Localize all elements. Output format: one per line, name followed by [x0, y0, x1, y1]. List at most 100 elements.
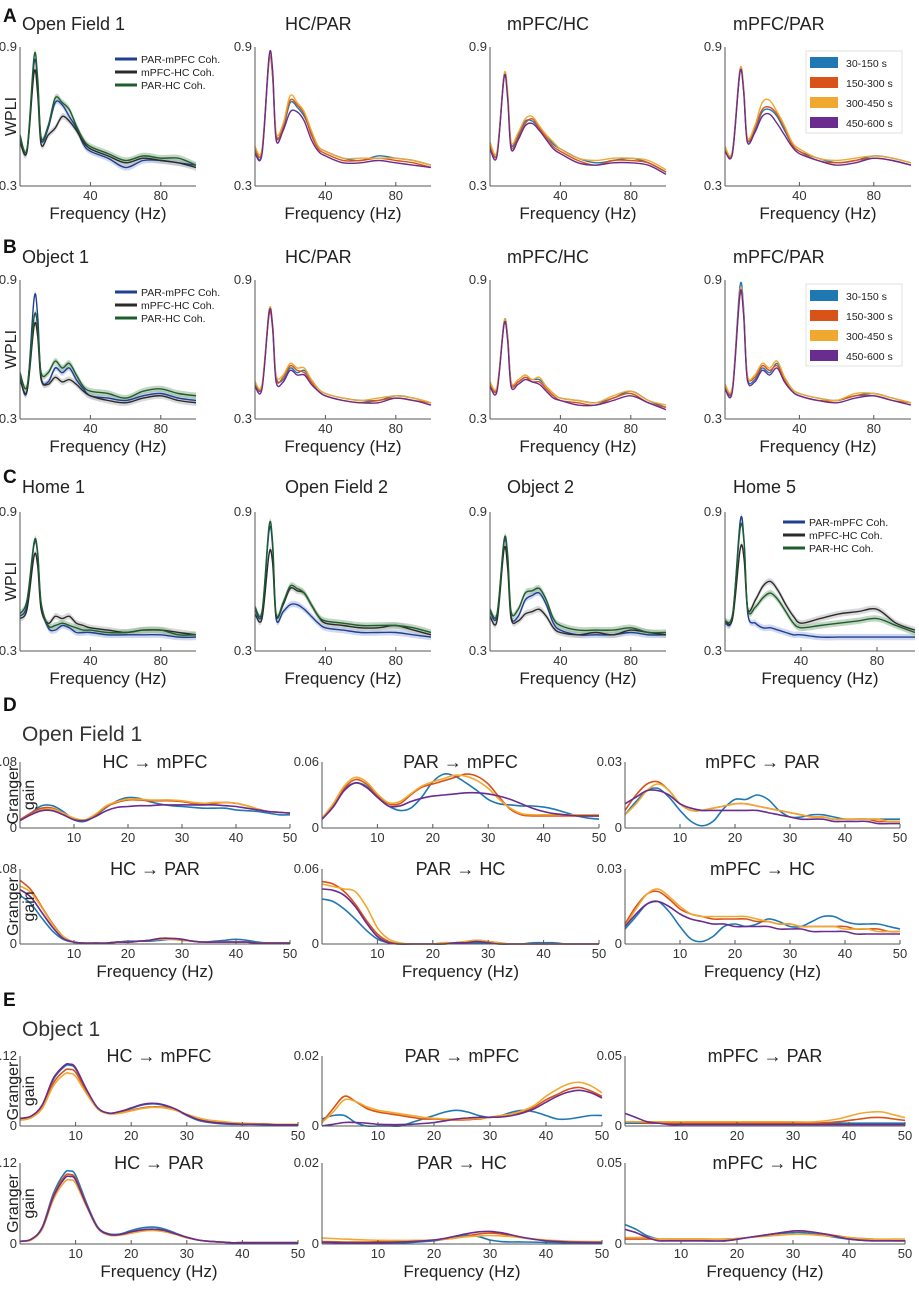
x-tick-label: 40 — [838, 830, 852, 845]
x-tick-label: 20 — [426, 946, 440, 961]
y-tick-label: 0 — [312, 1118, 319, 1133]
chart-title: mPFC → HC — [710, 859, 815, 879]
series-line — [19, 1175, 298, 1244]
y-axis-label: WPLI — [3, 330, 20, 369]
x-tick-label: 40 — [553, 653, 567, 668]
series-line — [254, 52, 432, 166]
y-tick-label: 0.9 — [234, 39, 252, 54]
legend-swatch — [810, 310, 838, 321]
x-tick-label: 40 — [842, 1246, 856, 1261]
y-tick-label: 0 — [10, 820, 17, 835]
chart-title: Home 1 — [22, 477, 85, 497]
chart-e2: PAR → mPFC 10 20 30 40 50 0 0.02 — [294, 1046, 610, 1143]
legend-swatch — [810, 117, 838, 128]
series-line — [254, 310, 432, 404]
x-tick-label: 30 — [175, 946, 189, 961]
series-line — [624, 888, 900, 933]
x-tick-label: 20 — [121, 946, 135, 961]
series-line — [254, 520, 432, 634]
series-line — [19, 1072, 298, 1126]
series-line — [321, 773, 600, 820]
series-line — [724, 290, 912, 404]
x-tick-label: 80 — [154, 188, 168, 203]
x-tick-label: 30 — [175, 830, 189, 845]
x-tick-label: 50 — [592, 830, 606, 845]
x-axis-label: Frequency (Hz) — [759, 437, 876, 456]
x-tick-label: 40 — [792, 421, 806, 436]
y-tick-label: 0.9 — [704, 272, 722, 287]
x-tick-label: 20 — [124, 1128, 138, 1143]
chart-d2: PAR → mPFC 10 20 30 40 50 0 0.06 — [294, 752, 607, 845]
chart-b3: mPFC/HC 40 80 0.3 0.9 Frequency (Hz) — [469, 247, 667, 456]
chart-title: HC → PAR — [110, 859, 200, 879]
x-tick-label: 40 — [235, 1246, 249, 1261]
legend-label: PAR-HC Coh. — [809, 543, 874, 555]
x-tick-label: 50 — [898, 1128, 912, 1143]
x-tick-label: 20 — [427, 1246, 441, 1261]
error-band — [20, 49, 196, 169]
chart-b4: mPFC/PAR 40 80 0.3 0.9 Frequency (Hz) 30-150 s… — [704, 247, 912, 456]
y-tick-label: 0.3 — [704, 411, 722, 426]
x-axis-label: Frequency (Hz) — [519, 204, 636, 223]
series-line — [254, 53, 432, 169]
y-axis-label-line: gain — [21, 1188, 38, 1218]
x-tick-label: 10 — [67, 946, 81, 961]
y-tick-label: 0 — [615, 1118, 622, 1133]
series-line — [625, 1110, 906, 1123]
x-tick-label: 20 — [728, 946, 742, 961]
series-line — [321, 880, 599, 945]
legend-label: mPFC-HC Coh. — [809, 530, 883, 542]
legend-label: mPFC-HC Coh. — [141, 300, 215, 312]
x-axis-label: Frequency (Hz) — [402, 962, 519, 981]
y-tick-label: 0 — [312, 1236, 319, 1251]
y-tick-label: 0.03 — [597, 861, 622, 876]
x-tick-label: 80 — [867, 188, 881, 203]
y-tick-label: 0.3 — [234, 643, 252, 658]
chart-title: Open Field 2 — [285, 477, 388, 497]
series-line — [624, 1228, 905, 1242]
chart-title: Object 2 — [507, 477, 574, 497]
y-tick-label: 0.9 — [469, 39, 487, 54]
y-tick-label: 0.9 — [469, 272, 487, 287]
chart-title: mPFC → HC — [713, 1153, 818, 1173]
x-tick-label: 40 — [318, 188, 332, 203]
x-tick-label: 40 — [842, 1128, 856, 1143]
x-tick-label: 80 — [389, 653, 403, 668]
series-line — [254, 55, 432, 166]
series-line — [489, 70, 667, 171]
y-tick-label: 0 — [615, 820, 622, 835]
series-line — [19, 69, 197, 169]
legend-label: 450-600 s — [846, 118, 893, 130]
chart-a1: Open Field 1 40 80 0.3 0.9 Frequency (Hz) WPLI… — [0, 14, 220, 223]
y-tick-label: 0.02 — [294, 1048, 319, 1063]
chart-b1: Object 1 40 80 0.3 0.9 Frequency (Hz) WPLI PAR-… — [0, 247, 220, 456]
y-tick-label: 0.03 — [597, 754, 622, 769]
x-tick-label: 40 — [553, 421, 567, 436]
series-line — [321, 1081, 603, 1124]
y-tick-label: 0 — [312, 820, 319, 835]
series-line — [489, 535, 667, 634]
legend-label: PAR-mPFC Coh. — [141, 287, 220, 299]
chart-c4: Home 5 40 80 0.3 0.9 Frequency (Hz) PAR-mPFC C… — [704, 477, 916, 688]
x-tick-label: 20 — [427, 1128, 441, 1143]
chart-a3: mPFC/HC 40 80 0.3 0.9 Frequency (Hz) — [469, 14, 667, 223]
x-axis-label: Frequency (Hz) — [403, 1262, 520, 1281]
series-line — [624, 789, 900, 825]
x-axis-label: Frequency (Hz) — [706, 1262, 823, 1281]
x-tick-label: 20 — [730, 1128, 744, 1143]
chart-title: mPFC → PAR — [705, 752, 820, 772]
y-tick-label: 0 — [312, 936, 319, 951]
x-axis-label: Frequency (Hz) — [284, 669, 401, 688]
legend-label: PAR-HC Coh. — [141, 313, 206, 325]
panel-letter-d: D — [3, 695, 17, 716]
charts-container: Open Field 1 40 80 0.3 0.9 Frequency (Hz) WPLI… — [0, 14, 916, 1281]
x-tick-label: 80 — [389, 421, 403, 436]
chart-e6: mPFC → HC 10 20 30 40 50 0 0.05 Frequency (Hz) — [597, 1153, 913, 1281]
legend-label: 150-300 s — [846, 78, 893, 90]
x-tick-label: 80 — [389, 188, 403, 203]
x-tick-label: 30 — [783, 946, 797, 961]
y-tick-label: 0.9 — [0, 504, 17, 519]
y-tick-label: 0 — [10, 1118, 17, 1133]
x-tick-label: 50 — [898, 1246, 912, 1261]
chart-title: PAR → HC — [417, 1153, 507, 1173]
